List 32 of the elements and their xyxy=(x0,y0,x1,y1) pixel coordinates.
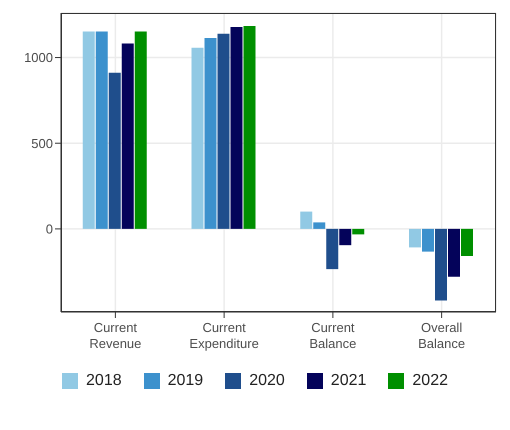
bar xyxy=(461,228,473,256)
bar xyxy=(108,72,121,229)
bar xyxy=(96,32,108,229)
legend-label: 2020 xyxy=(249,372,285,390)
legend-label: 2018 xyxy=(86,372,122,390)
legend-label: 2022 xyxy=(412,372,448,390)
x-tick-label: Overall Balance xyxy=(418,320,466,351)
bar xyxy=(134,32,147,229)
bar xyxy=(82,32,95,229)
legend-label: 2019 xyxy=(168,372,204,390)
bar xyxy=(122,44,134,229)
x-tick-label: Current Balance xyxy=(309,320,356,351)
bar xyxy=(339,228,352,246)
bar xyxy=(352,228,364,234)
bar xyxy=(313,222,326,229)
bar xyxy=(326,228,338,270)
bar xyxy=(422,228,434,252)
bar xyxy=(409,228,421,248)
x-tick-label: Current Expenditure xyxy=(189,320,259,351)
legend-label: 2021 xyxy=(330,372,366,390)
y-tick-label: 0 xyxy=(46,222,53,237)
y-tick-label: 1000 xyxy=(24,50,53,66)
bar xyxy=(300,212,312,229)
bar xyxy=(435,228,447,301)
bar xyxy=(192,48,204,229)
bar xyxy=(230,27,242,229)
bar xyxy=(448,228,460,277)
y-tick-label: 500 xyxy=(31,136,53,151)
x-tick-label: Current Revenue xyxy=(89,320,142,351)
bar xyxy=(204,38,216,229)
bar xyxy=(244,26,256,229)
bar xyxy=(218,34,230,229)
